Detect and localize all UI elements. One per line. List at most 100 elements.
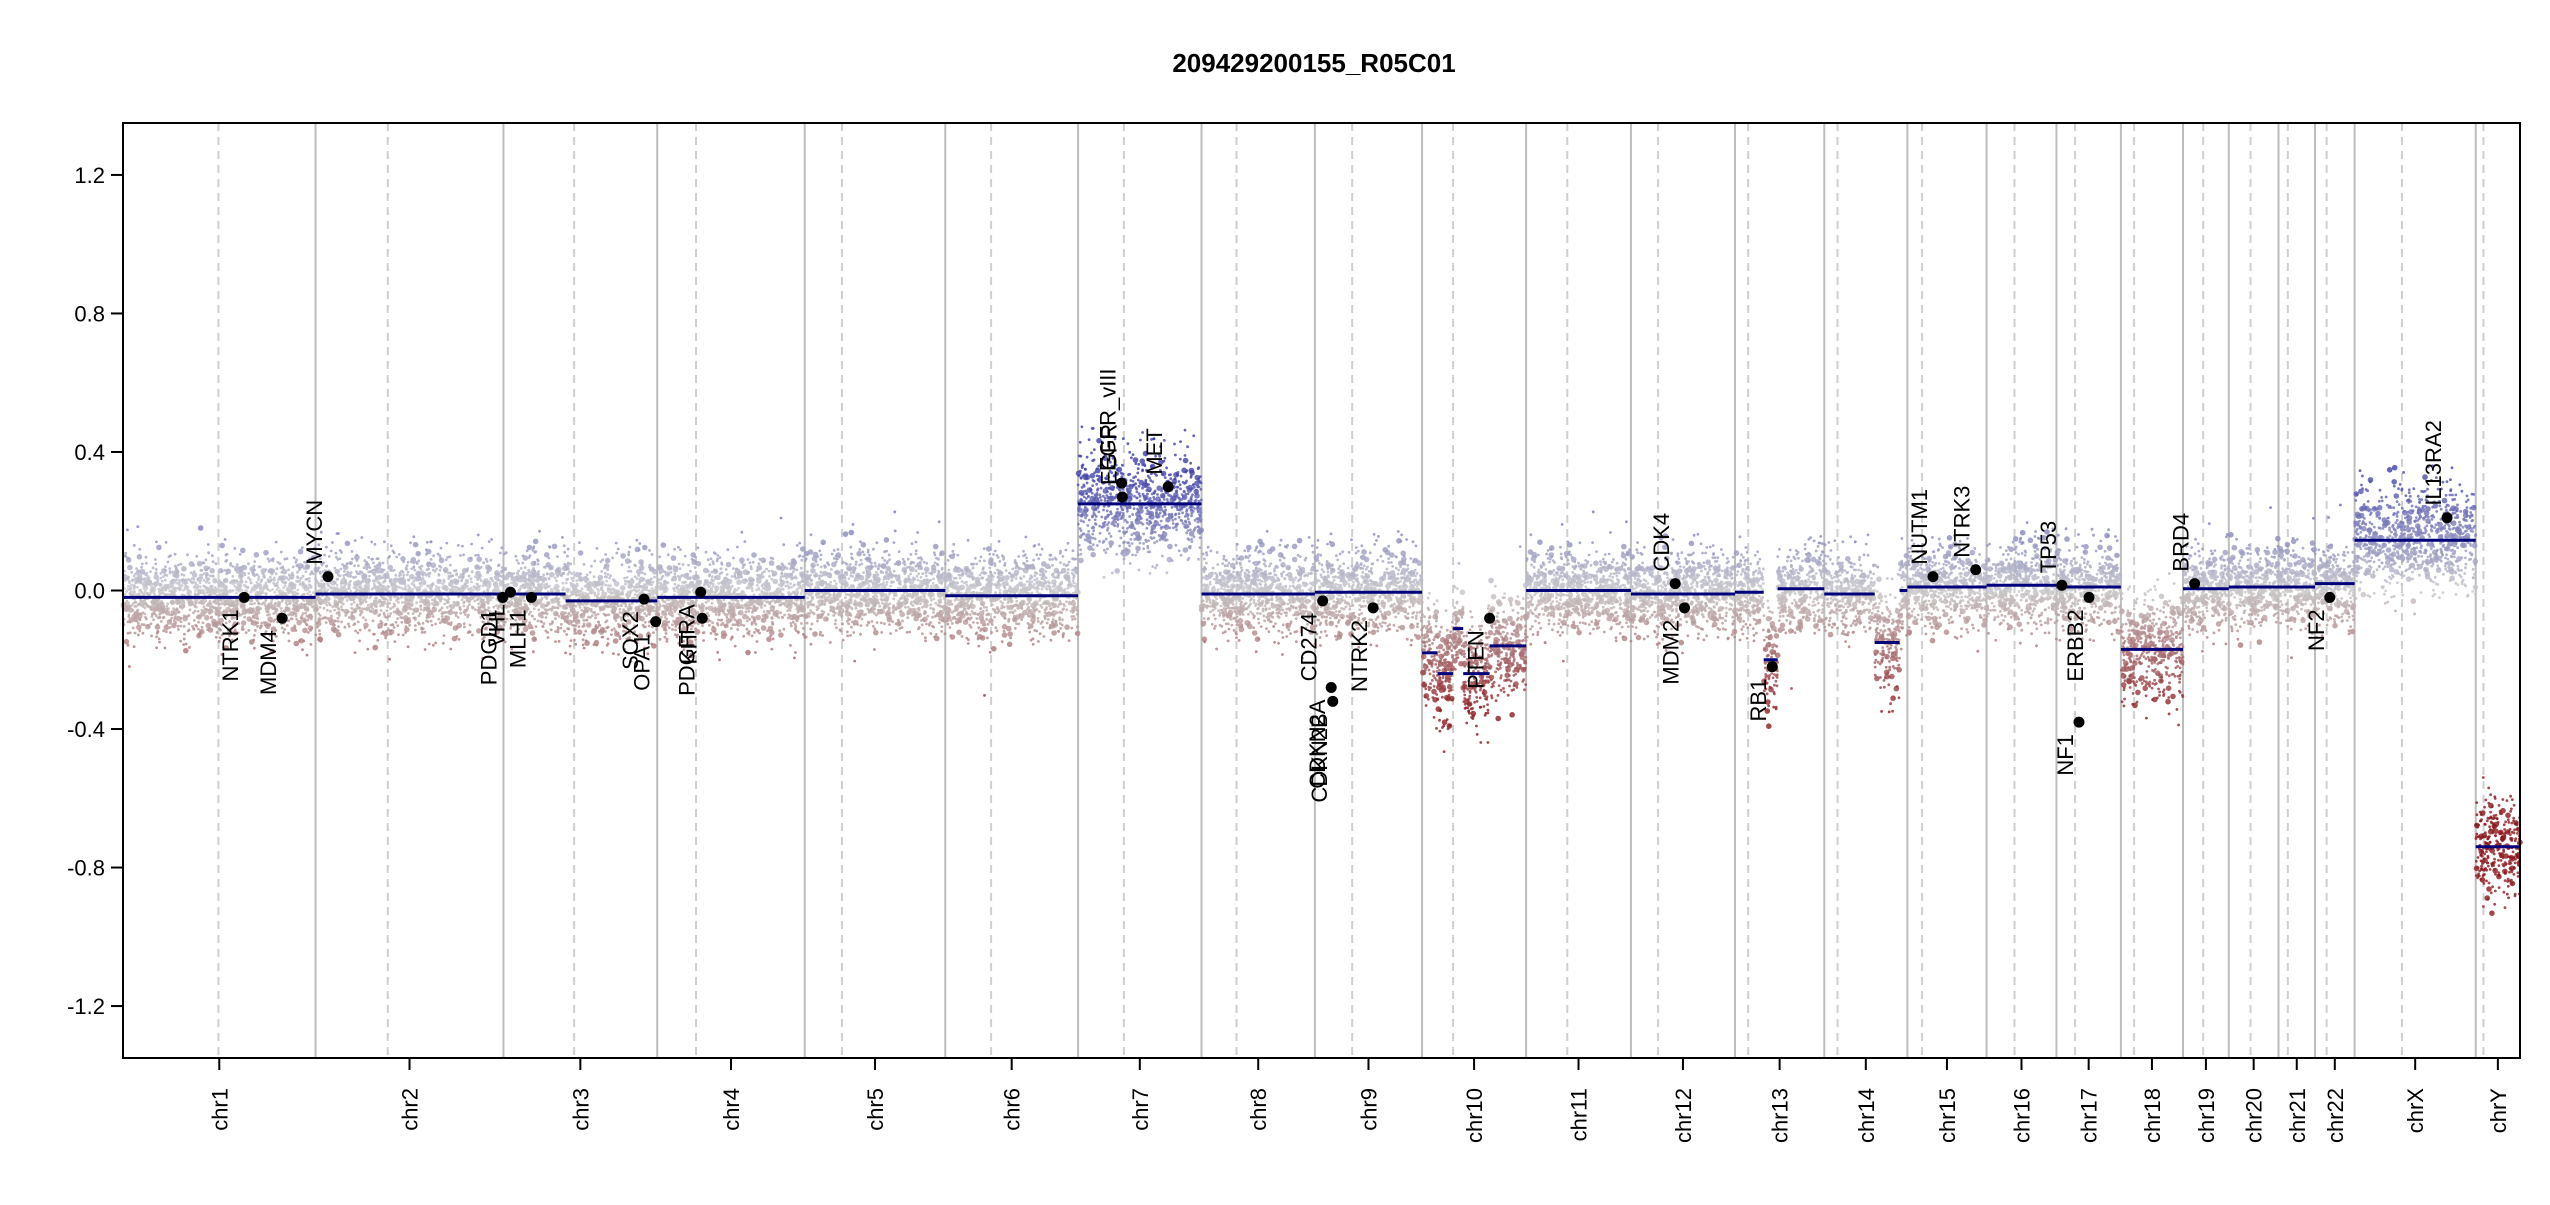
probe-point: [476, 556, 482, 562]
probe-point: [437, 553, 440, 556]
probe-point: [282, 569, 288, 575]
probe-point: [705, 551, 708, 554]
probe-point: [359, 598, 365, 604]
probe-point: [475, 587, 478, 590]
probe-point: [572, 605, 575, 608]
probe-point: [373, 600, 379, 606]
probe-point: [500, 546, 503, 549]
probe-point: [604, 572, 607, 575]
probe-point: [455, 611, 458, 614]
probe-point: [624, 605, 627, 608]
probe-point: [610, 633, 613, 636]
probe-point: [768, 610, 771, 613]
probe-point: [768, 570, 771, 573]
probe-point: [607, 642, 610, 645]
probe-point: [754, 651, 757, 654]
probe-point: [225, 603, 228, 606]
probe-point: [301, 648, 304, 651]
probe-point: [238, 590, 241, 593]
probe-point: [365, 583, 371, 589]
probe-point: [409, 541, 412, 544]
probe-point: [135, 605, 138, 608]
probe-point: [375, 597, 378, 600]
probe-point: [627, 608, 630, 611]
probe-point: [552, 544, 558, 550]
probe-point: [738, 610, 744, 616]
probe-point: [194, 589, 197, 592]
probe-point: [212, 589, 218, 595]
probe-point: [353, 581, 359, 587]
probe-point: [431, 612, 434, 615]
probe-point: [130, 604, 133, 607]
probe-point: [288, 574, 291, 577]
probe-point: [595, 644, 598, 647]
probe-point: [238, 566, 244, 572]
probe-point: [637, 594, 640, 597]
probe-point: [466, 596, 469, 599]
probe-point: [164, 579, 167, 582]
probe-point: [533, 637, 536, 640]
probe-point: [249, 607, 252, 610]
probe-point: [278, 605, 281, 608]
probe-point: [207, 602, 213, 608]
probe-point: [457, 603, 460, 606]
probe-point: [582, 638, 585, 641]
probe-point: [651, 587, 654, 590]
probe-point: [155, 568, 158, 571]
probe-point: [770, 557, 773, 560]
probe-point: [455, 569, 458, 572]
probe-point: [423, 607, 426, 610]
probe-point: [312, 591, 315, 594]
probe-point: [413, 609, 416, 612]
probe-point: [362, 616, 365, 619]
probe-point: [690, 582, 693, 585]
probe-point: [149, 570, 152, 573]
probe-point: [585, 576, 588, 579]
probe-point: [730, 619, 733, 622]
probe-point: [412, 595, 415, 598]
probe-point: [358, 606, 361, 609]
probe-point: [573, 639, 576, 642]
probe-point: [228, 604, 231, 607]
probe-point: [698, 580, 701, 583]
probe-point: [705, 607, 708, 610]
probe-point: [219, 590, 222, 593]
probe-point: [176, 616, 182, 622]
probe-point: [527, 578, 530, 581]
probe-point: [124, 575, 130, 581]
probe-point: [130, 587, 133, 590]
probe-point: [726, 613, 729, 616]
probe-point: [254, 552, 260, 558]
probe-point: [353, 564, 356, 567]
probe-point: [186, 553, 189, 556]
probe-point: [280, 610, 283, 613]
probe-point: [125, 590, 128, 593]
probe-point: [585, 639, 588, 642]
probe-point: [197, 621, 200, 624]
probe-point: [165, 605, 168, 608]
probe-point: [467, 557, 473, 563]
probe-point: [545, 604, 548, 607]
probe-point: [323, 607, 326, 610]
probe-point: [469, 624, 472, 627]
probe-point: [798, 542, 801, 545]
probe-point: [275, 572, 278, 575]
probe-point: [231, 575, 234, 578]
probe-point: [777, 592, 780, 595]
probe-point: [770, 648, 773, 651]
probe-point: [613, 627, 616, 630]
probe-point: [515, 555, 518, 558]
probe-point: [352, 608, 355, 611]
probe-point: [475, 571, 481, 577]
probe-point: [623, 577, 626, 580]
probe-point: [783, 628, 786, 631]
probe-point: [674, 583, 677, 586]
probe-point: [593, 575, 596, 578]
probe-point: [713, 569, 716, 572]
probe-point: [772, 606, 775, 609]
probe-point: [648, 613, 651, 616]
probe-point: [328, 617, 334, 623]
probe-point: [533, 618, 536, 621]
probe-point: [345, 612, 348, 615]
probe-point: [137, 554, 143, 560]
